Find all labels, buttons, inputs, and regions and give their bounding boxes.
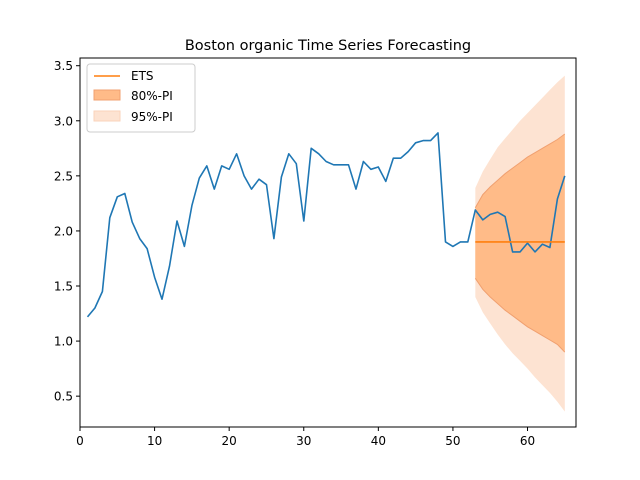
legend-label-pi95: 95%-PI bbox=[131, 110, 173, 124]
legend-swatch-pi80 bbox=[93, 89, 121, 101]
x-tick-label: 60 bbox=[520, 434, 535, 448]
legend-swatch-pi95 bbox=[93, 110, 121, 122]
y-tick-label: 3.0 bbox=[54, 114, 73, 128]
legend-label-ets: ETS bbox=[131, 69, 154, 83]
y-tick-label: 2.0 bbox=[54, 224, 73, 238]
plot-area bbox=[86, 75, 566, 412]
axes: 0 10 20 30 40 50 60 0.5 1.0 1.5 2.0 2.5 3.0 3.5 bbox=[54, 57, 577, 448]
x-tick-label: 20 bbox=[222, 434, 237, 448]
series-line-actual bbox=[86, 132, 566, 318]
y-tick-label: 1.5 bbox=[54, 280, 73, 294]
y-tick-label: 1.0 bbox=[54, 335, 73, 349]
pi80-band bbox=[475, 134, 565, 353]
x-tick-label: 50 bbox=[445, 434, 460, 448]
y-tick-label: 3.5 bbox=[54, 59, 73, 73]
y-tick-label: 0.5 bbox=[54, 390, 73, 404]
x-tick-label: 10 bbox=[147, 434, 162, 448]
x-tick-label: 40 bbox=[371, 434, 386, 448]
legend-label-pi80: 80%-PI bbox=[131, 89, 173, 103]
chart-title: Boston organic Time Series Forecasting bbox=[185, 38, 471, 54]
pi80-upper-edge bbox=[474, 133, 566, 209]
axes-frame bbox=[79, 57, 577, 428]
legend: ETS 80%-PI 95%-PI bbox=[86, 63, 196, 133]
pi80-lower-edge bbox=[474, 278, 566, 353]
x-tick-label: 0 bbox=[76, 434, 84, 448]
y-tick-label: 2.5 bbox=[54, 169, 73, 183]
x-tick-label: 30 bbox=[296, 434, 311, 448]
